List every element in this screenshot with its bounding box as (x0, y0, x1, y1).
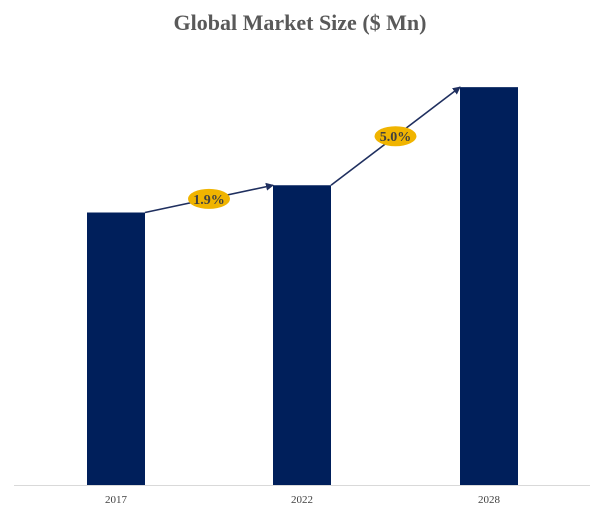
x-tick-label: 2022 (291, 494, 313, 506)
plot-area: 2017 2022 2028 1.9% 5.0% (14, 86, 590, 506)
bar-2017 (87, 212, 145, 485)
growth-label: 1.9% (193, 193, 225, 208)
growth-label: 5.0% (380, 130, 412, 145)
chart-title: Global Market Size ($ Mn) (174, 10, 427, 35)
bar-2022 (273, 185, 331, 485)
growth-badge (374, 126, 417, 147)
x-tick-label: 2028 (478, 494, 501, 506)
bar-2028 (460, 87, 518, 486)
growth-badge (188, 188, 230, 209)
x-tick-label: 2017 (105, 494, 128, 506)
